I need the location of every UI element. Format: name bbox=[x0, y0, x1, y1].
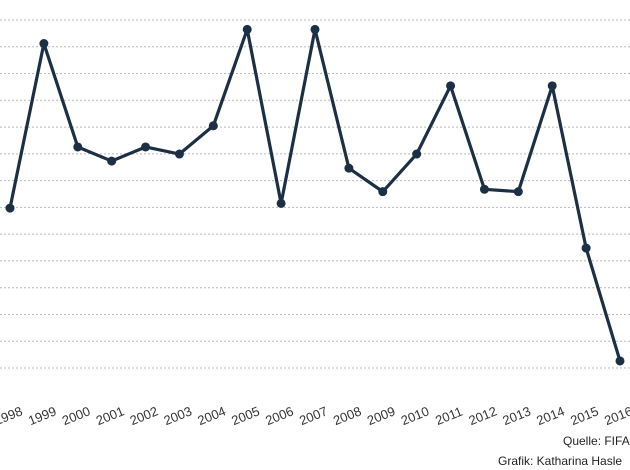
x-tick-label: 2009 bbox=[365, 403, 397, 428]
data-point-2006 bbox=[276, 198, 286, 208]
data-point-2011 bbox=[446, 81, 456, 91]
data-point-2015 bbox=[581, 243, 591, 253]
x-tick-label: 1999 bbox=[26, 403, 58, 428]
x-tick-label: 2002 bbox=[128, 403, 160, 428]
x-tick-label: 2016 bbox=[602, 403, 630, 428]
data-point-2013 bbox=[513, 187, 523, 197]
series-line bbox=[8, 27, 622, 363]
x-tick-label: 2004 bbox=[195, 403, 227, 428]
x-tick-label: 2007 bbox=[297, 403, 329, 428]
data-point-2005 bbox=[242, 24, 252, 34]
x-tick-label: 2005 bbox=[229, 403, 261, 428]
x-tick-label: 2014 bbox=[534, 403, 566, 428]
x-tick-label: 2013 bbox=[500, 403, 532, 428]
data-point-2010 bbox=[412, 149, 422, 159]
x-tick-label: 2003 bbox=[162, 403, 194, 428]
data-point-2007 bbox=[310, 24, 320, 34]
data-series bbox=[8, 27, 622, 363]
data-point-2014 bbox=[547, 81, 557, 91]
data-points bbox=[5, 24, 625, 366]
x-tick-label: 2001 bbox=[94, 403, 126, 428]
gridlines bbox=[0, 19, 630, 369]
data-point-1998 bbox=[5, 203, 15, 213]
data-point-2001 bbox=[107, 156, 117, 166]
data-point-2012 bbox=[479, 184, 489, 194]
data-point-2009 bbox=[378, 187, 388, 197]
data-point-2008 bbox=[344, 163, 354, 173]
x-tick-label: 2006 bbox=[263, 403, 295, 428]
data-point-2016 bbox=[615, 356, 625, 366]
x-tick-label: 2010 bbox=[399, 403, 431, 428]
x-tick-label: 2011 bbox=[433, 404, 465, 428]
x-tick-label: 2015 bbox=[568, 403, 600, 428]
source-credit: Quelle: FIFA bbox=[563, 434, 630, 448]
data-point-2003 bbox=[174, 149, 184, 159]
data-point-1999 bbox=[39, 39, 49, 49]
x-tick-label: 2012 bbox=[467, 403, 499, 428]
data-point-2002 bbox=[141, 142, 151, 152]
author-credit: Grafik: Katharina Hasle bbox=[498, 454, 623, 468]
data-point-2000 bbox=[73, 142, 83, 152]
data-point-2004 bbox=[208, 121, 218, 131]
x-tick-label: 2000 bbox=[60, 403, 92, 428]
x-tick-label: 2008 bbox=[331, 403, 363, 428]
x-tick-label: 1998 bbox=[0, 403, 25, 428]
x-axis-ticks: 1998 1999 2000 2001 2002 2003 2004 2005 2006 2007… bbox=[0, 403, 630, 428]
